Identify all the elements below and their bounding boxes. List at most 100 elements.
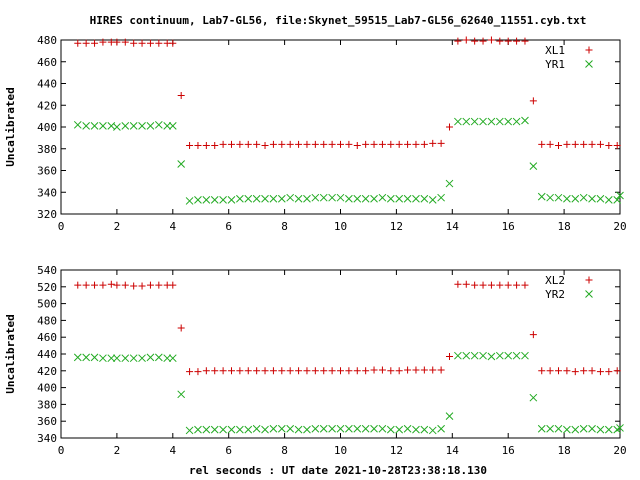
x-tick-label: 18: [557, 220, 570, 233]
data-point: [113, 354, 121, 363]
data-point: [177, 160, 186, 168]
x-tick-label: 18: [557, 444, 570, 457]
legend-label: YR1: [545, 58, 565, 71]
data-point: [168, 354, 177, 363]
data-point: [613, 141, 621, 149]
data-point: [294, 194, 303, 203]
data-point: [186, 141, 194, 149]
data-point: [446, 353, 454, 361]
data-point: [236, 367, 244, 375]
data-point: [91, 39, 99, 47]
data-point: [82, 122, 91, 130]
data-point: [596, 368, 604, 376]
data-point: [395, 425, 404, 434]
data-point: [529, 393, 538, 402]
y-tick-label: 440: [37, 348, 57, 361]
data-point: [177, 390, 186, 399]
y-tick-label: 400: [37, 121, 57, 134]
data-point: [210, 196, 219, 204]
data-point: [278, 140, 286, 148]
data-point: [537, 192, 546, 201]
data-point: [471, 281, 479, 289]
data-point: [169, 281, 177, 289]
data-point: [495, 351, 504, 360]
y-tick-label: 540: [37, 264, 57, 277]
y-tick-label: 420: [37, 365, 57, 378]
data-point: [227, 140, 235, 148]
data-point: [194, 425, 202, 434]
x-tick-label: 4: [169, 220, 176, 233]
y-axis-label: Uncalibrated: [4, 87, 17, 166]
x-tick-label: 0: [58, 220, 65, 233]
data-point: [311, 367, 319, 375]
x-tick-label: 14: [446, 220, 460, 233]
data-point: [471, 37, 479, 45]
data-point: [244, 425, 253, 434]
data-point: [370, 194, 378, 203]
data-point: [555, 141, 563, 149]
data-point: [403, 194, 412, 203]
x-tick-label: 6: [225, 444, 232, 457]
x-tick-label: 4: [169, 444, 176, 457]
data-point: [295, 140, 303, 148]
data-point: [252, 194, 261, 203]
data-point: [202, 196, 211, 204]
data-point: [73, 353, 82, 362]
data-point: [496, 37, 504, 45]
data-point: [596, 425, 605, 434]
data-point: [563, 140, 571, 148]
x-tick-label: 2: [114, 444, 121, 457]
data-point: [129, 122, 138, 130]
data-point: [269, 140, 277, 148]
data-point: [571, 425, 580, 434]
data-point: [513, 37, 521, 45]
data-point: [555, 367, 563, 375]
legend-marker: [585, 60, 593, 68]
x-tick-label: 14: [446, 444, 460, 457]
data-point: [495, 117, 504, 126]
x-tick-label: 0: [58, 444, 65, 457]
data-point: [311, 140, 319, 148]
data-point: [261, 425, 269, 434]
data-point: [412, 140, 420, 148]
data-point: [512, 117, 521, 126]
data-point: [130, 39, 138, 47]
data-point: [454, 37, 462, 45]
data-point: [269, 424, 278, 433]
data-point: [202, 367, 210, 375]
x-tick-label: 20: [613, 444, 626, 457]
series-xl2: [74, 280, 621, 376]
data-point: [154, 120, 163, 129]
data-point: [277, 194, 286, 203]
y-tick-label: 360: [37, 415, 57, 428]
legend-label: XL2: [545, 274, 565, 287]
data-point: [420, 140, 428, 148]
data-point: [99, 38, 107, 46]
data-point: [596, 140, 604, 148]
data-point: [420, 425, 429, 434]
data-point: [353, 141, 361, 149]
legend-label: YR2: [545, 288, 565, 301]
data-point: [303, 367, 311, 375]
y-tick-label: 340: [37, 432, 57, 445]
x-tick-label: 20: [613, 220, 626, 233]
data-point: [90, 122, 99, 130]
data-point: [269, 367, 277, 375]
data-point: [219, 425, 227, 434]
data-point: [445, 412, 454, 421]
y-tick-label: 340: [37, 186, 57, 199]
data-point: [504, 351, 513, 360]
data-point: [487, 117, 496, 126]
data-point: [604, 425, 613, 434]
x-tick-label: 10: [334, 220, 347, 233]
data-point: [353, 424, 362, 433]
data-point: [194, 368, 202, 376]
data-point: [462, 280, 470, 288]
x-tick-label: 8: [281, 220, 288, 233]
data-point: [99, 281, 107, 289]
data-point: [252, 424, 261, 433]
data-point: [521, 281, 529, 289]
data-point: [146, 39, 154, 47]
data-point: [512, 351, 521, 360]
data-point: [395, 140, 403, 148]
